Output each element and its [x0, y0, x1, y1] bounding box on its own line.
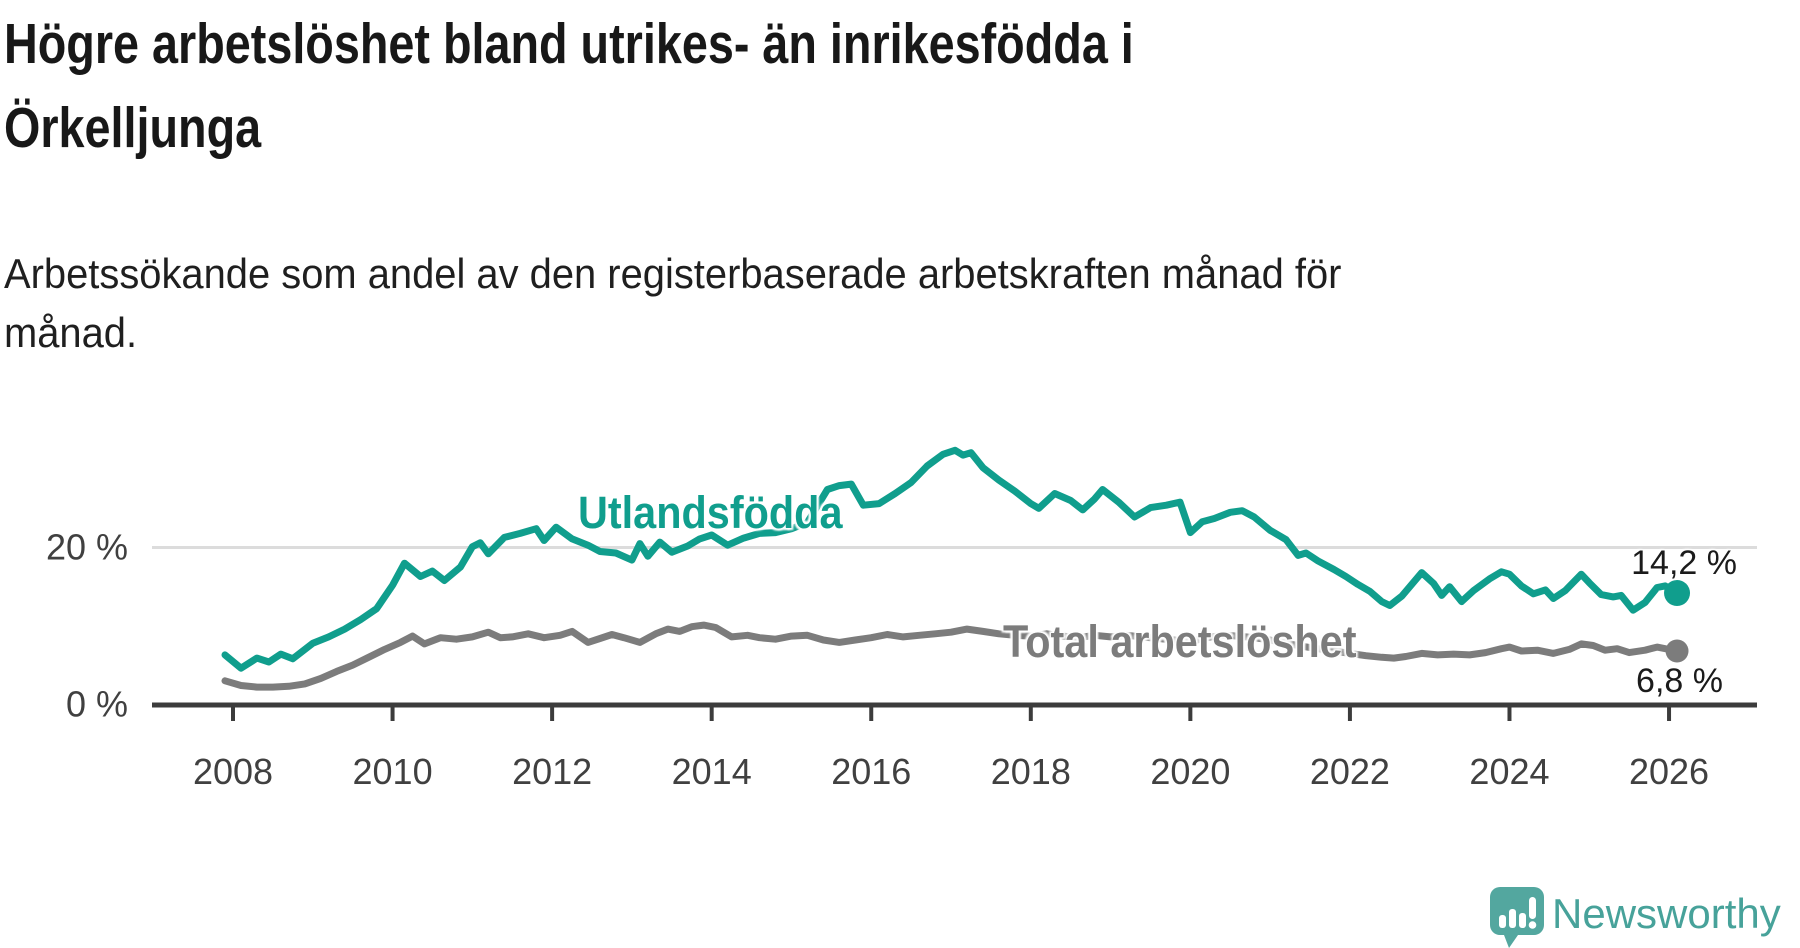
x-tick-label-2026: 2026: [1629, 751, 1709, 792]
chart-subtitle-line-1: Arbetssökande som andel av den registerb…: [4, 250, 1342, 297]
series-label-total-arbetsloshet: Total arbetslöshet: [1003, 616, 1357, 667]
newsworthy-logo-text: Newsworthy: [1552, 890, 1781, 937]
page-title: Högre arbetslöshet bland utrikes- än inr…: [4, 2, 1134, 170]
x-tick-label-2008: 2008: [193, 751, 273, 792]
end-value-label-total: 6,8 %: [1636, 662, 1723, 700]
x-tick-label-2012: 2012: [512, 751, 592, 792]
x-tick-label-2022: 2022: [1310, 751, 1390, 792]
page-title-line-2: Örkelljunga: [4, 96, 262, 160]
newsworthy-logo-icon: [1490, 887, 1544, 948]
x-tick-label-2024: 2024: [1469, 751, 1549, 792]
series-end-dot-utlandsfodda: [1664, 580, 1691, 607]
x-tick-label-2016: 2016: [831, 751, 911, 792]
x-tick-label-2010: 2010: [353, 751, 433, 792]
series-line-total: [221, 621, 1681, 691]
series-label-utlandsfodda: Utlandsfödda: [578, 487, 843, 538]
page-title-line-1: Högre arbetslöshet bland utrikes- än inr…: [4, 12, 1134, 76]
x-tick-label-2014: 2014: [672, 751, 752, 792]
y-tick-label-0: 0 %: [66, 683, 128, 724]
newsworthy-logo: Newsworthy: [1490, 887, 1800, 948]
chart-subtitle-line-2: månad.: [4, 309, 138, 356]
x-tick-label-2020: 2020: [1150, 751, 1230, 792]
series-line-utlandsfodda: [221, 446, 1681, 672]
y-tick-label-20: 20 %: [46, 527, 128, 568]
series-end-dot-total: [1665, 639, 1689, 663]
end-value-label-utlandsfodda: 14,2 %: [1631, 544, 1737, 582]
x-tick-label-2018: 2018: [991, 751, 1071, 792]
chart-subtitle: Arbetssökande som andel av den registerb…: [4, 244, 1341, 362]
